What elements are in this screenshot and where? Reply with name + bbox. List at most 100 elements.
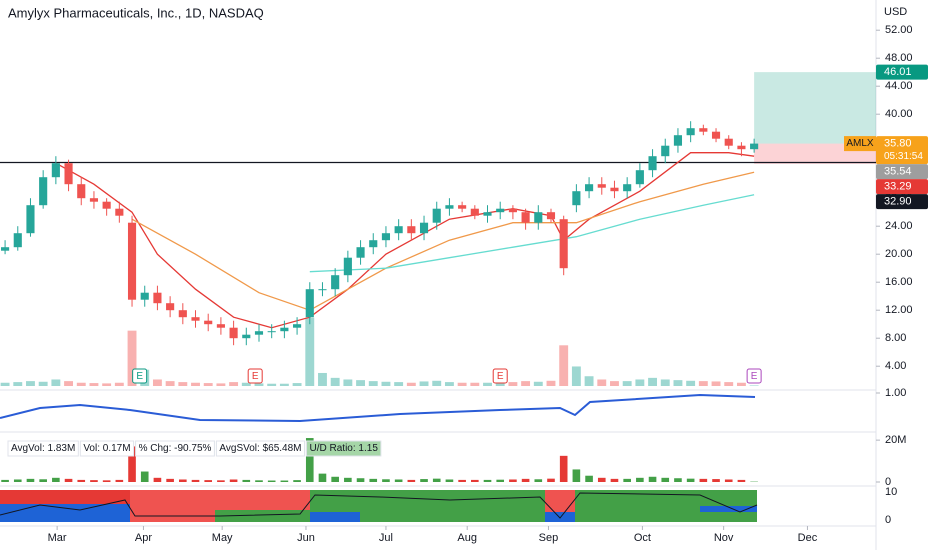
candle-body bbox=[305, 289, 314, 318]
volume-bar bbox=[369, 478, 378, 482]
candle-body bbox=[534, 212, 543, 223]
heat-band bbox=[310, 512, 360, 522]
candle-body bbox=[483, 212, 492, 216]
volume-overlay-bar bbox=[229, 382, 239, 386]
candle-body bbox=[166, 303, 175, 311]
volume-overlay-bar bbox=[622, 381, 632, 386]
candle-body bbox=[419, 222, 429, 234]
price-tag-label: 32.90 bbox=[884, 196, 912, 208]
y-tick-label: 8.00 bbox=[885, 332, 906, 344]
candle-body bbox=[153, 292, 162, 304]
candle-body bbox=[623, 184, 632, 192]
volume-bar bbox=[77, 479, 86, 482]
heat-line bbox=[0, 492, 758, 519]
info-label: AvgSVol: $65.48M bbox=[219, 443, 301, 454]
price-tag bbox=[876, 164, 928, 180]
x-tick-label: Aug bbox=[457, 532, 477, 544]
info-box bbox=[215, 440, 306, 457]
volume-overlay-bar bbox=[216, 383, 226, 386]
volume-overlay-bar bbox=[318, 372, 327, 386]
volume-bar bbox=[344, 477, 352, 482]
countdown: 05:31:54 bbox=[884, 151, 923, 162]
volume-overlay-bar bbox=[698, 381, 708, 386]
candle-body bbox=[673, 135, 683, 146]
volume-bar bbox=[382, 479, 390, 482]
volume-bar bbox=[458, 479, 466, 482]
x-tick-label: Dec bbox=[798, 532, 818, 544]
volume-overlay-bar bbox=[457, 382, 467, 386]
candle-body bbox=[572, 191, 581, 206]
volume-overlay-bar bbox=[635, 379, 645, 386]
moving-average bbox=[309, 194, 755, 273]
chart-title: Amylyx Pharmaceuticals, Inc., 1D, NASDAQ bbox=[8, 5, 264, 20]
x-tick-label: Jun bbox=[297, 532, 315, 544]
candle-body bbox=[191, 317, 200, 321]
volume-overlay-bar bbox=[584, 376, 594, 386]
volume-overlay-bar bbox=[0, 382, 10, 386]
candle-body bbox=[686, 128, 695, 136]
volume-bar bbox=[471, 479, 479, 482]
heat-tick-label: 0 bbox=[885, 514, 891, 526]
volume-bar bbox=[204, 480, 213, 482]
candle-body bbox=[89, 198, 99, 202]
candle-body bbox=[737, 145, 746, 150]
volume-overlay-bar bbox=[305, 317, 315, 386]
candle-body bbox=[229, 327, 238, 339]
x-tick-label: Apr bbox=[135, 532, 152, 544]
candle-body bbox=[635, 170, 644, 185]
volume-bar bbox=[420, 479, 428, 482]
volume-bar bbox=[432, 478, 441, 482]
volume-overlay-bar bbox=[267, 383, 277, 386]
volume-bar bbox=[153, 477, 162, 482]
volume-overlay-bar bbox=[711, 381, 721, 386]
price-tag bbox=[876, 194, 928, 210]
candle-body bbox=[102, 201, 111, 209]
y-tick-label: 24.00 bbox=[885, 220, 913, 232]
candle-body bbox=[585, 184, 594, 192]
heat-band bbox=[215, 510, 310, 522]
candle-body bbox=[64, 163, 73, 185]
heat-band bbox=[0, 490, 130, 504]
candle-body bbox=[204, 320, 213, 325]
volume-bar bbox=[483, 479, 492, 482]
candle-body bbox=[1, 247, 10, 251]
candle-body bbox=[369, 240, 378, 248]
volume-bar bbox=[179, 479, 187, 482]
moving-average bbox=[55, 152, 755, 329]
volume-bar bbox=[623, 478, 631, 482]
currency: USD bbox=[884, 6, 907, 18]
candle-body bbox=[140, 292, 149, 300]
y-tick-label: 12.00 bbox=[885, 304, 913, 316]
volume-bar bbox=[318, 473, 327, 482]
candle-body bbox=[470, 208, 479, 216]
info-label: Vol: 0.17M bbox=[83, 443, 130, 454]
volume-overlay-bar bbox=[521, 381, 531, 386]
volume-overlay-bar bbox=[736, 382, 746, 386]
volume-overlay-bar bbox=[419, 381, 429, 386]
volume-overlay-bar bbox=[533, 381, 543, 386]
volume-bar bbox=[547, 478, 555, 482]
volume-bar bbox=[445, 479, 454, 482]
volume-bar bbox=[217, 480, 225, 482]
price-tag-label: 33.29 bbox=[884, 181, 912, 193]
volume-bar bbox=[534, 479, 543, 482]
info-box bbox=[7, 440, 79, 457]
volume-overlay-bar bbox=[279, 383, 289, 386]
volume-bar bbox=[1, 479, 9, 482]
candle-body bbox=[394, 226, 403, 234]
heat-band bbox=[0, 504, 130, 522]
heat-tick-label: 10 bbox=[885, 486, 897, 498]
volume-overlay-bar bbox=[559, 345, 569, 386]
volume-bar bbox=[648, 476, 657, 482]
volume-overlay-bar bbox=[241, 382, 251, 386]
y-tick-label: 52.00 bbox=[885, 24, 913, 36]
price-tag-label: 35.80 bbox=[884, 138, 912, 150]
volume-overlay-bar bbox=[343, 379, 353, 386]
volume-overlay-bar bbox=[51, 379, 61, 386]
volume-bar bbox=[585, 475, 593, 482]
volume-overlay-bar bbox=[191, 382, 200, 386]
volume-bar bbox=[394, 479, 403, 482]
x-tick-label: May bbox=[212, 532, 233, 544]
